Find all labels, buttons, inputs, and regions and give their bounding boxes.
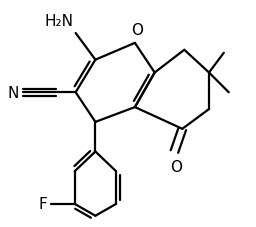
Text: F: F (38, 197, 47, 211)
Text: H₂N: H₂N (45, 14, 74, 29)
Text: O: O (170, 160, 183, 175)
Text: O: O (131, 23, 143, 38)
Text: N: N (8, 85, 19, 100)
